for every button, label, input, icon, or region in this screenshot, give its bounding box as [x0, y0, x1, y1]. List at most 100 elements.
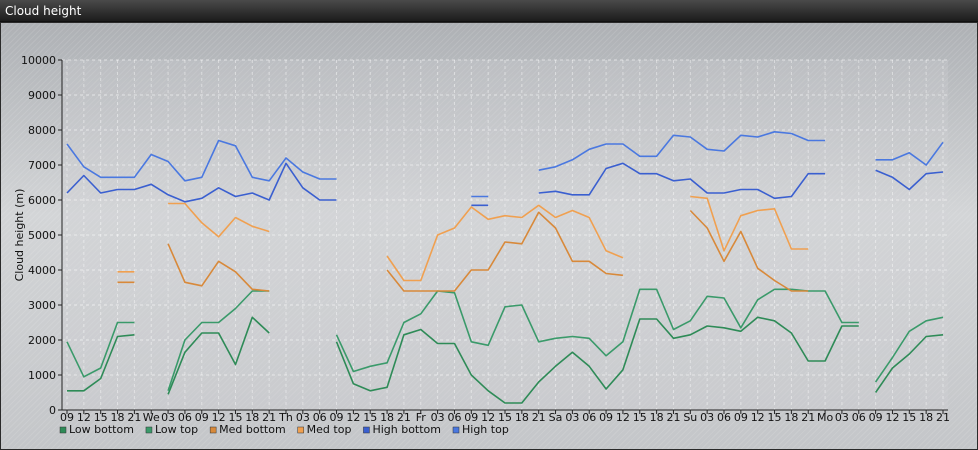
window-title: Cloud height — [0, 0, 978, 22]
x-tick-label: Fr — [416, 411, 427, 424]
x-tick-label: 03 — [431, 411, 445, 424]
legend-label-med-bottom: Med bottom — [219, 423, 286, 436]
x-tick-label: 12 — [212, 411, 226, 424]
y-tick-label: 7000 — [28, 159, 56, 172]
legend-swatch-med-bottom — [209, 426, 217, 434]
series-line-low-top — [335, 288, 859, 373]
y-tick-label: 3000 — [28, 299, 56, 312]
series-line-low-top — [167, 290, 270, 392]
x-tick-label: 09 — [869, 411, 883, 424]
x-tick-label: 18 — [650, 411, 664, 424]
legend-label-high-top: High top — [462, 423, 509, 436]
x-tick-label: 18 — [111, 411, 125, 424]
x-tick-label: 09 — [195, 411, 209, 424]
x-tick-label: 09 — [464, 411, 478, 424]
series-line-high-top — [875, 141, 944, 166]
series-line-low-top — [66, 321, 135, 378]
x-tick-label: 09 — [60, 411, 74, 424]
y-tick-label: 5000 — [28, 229, 56, 242]
y-tick-label: 10000 — [21, 54, 56, 67]
x-tick-label: 03 — [700, 411, 714, 424]
chart-panel — [1, 23, 977, 449]
x-tick-label: 21 — [801, 411, 815, 424]
y-tick-label: 2000 — [28, 334, 56, 347]
x-tick-label: 12 — [481, 411, 495, 424]
x-tick-label: 15 — [633, 411, 647, 424]
x-tick-label: 15 — [498, 411, 512, 424]
series-line-low-top — [874, 316, 944, 383]
x-tick-label: 18 — [515, 411, 529, 424]
x-tick-label: 21 — [532, 411, 546, 424]
legend-swatch-med-top — [297, 426, 304, 434]
x-tick-label: 21 — [397, 411, 411, 424]
legend-swatch-high-bottom — [363, 426, 370, 434]
legend-swatch-low-bottom — [59, 426, 67, 434]
x-tick-label: 15 — [94, 411, 108, 424]
x-tick-label: 03 — [835, 411, 849, 424]
x-tick-label: 21 — [127, 411, 141, 424]
y-tick-label: 9000 — [28, 89, 56, 102]
x-tick-label: 12 — [346, 411, 360, 424]
y-tick-label: 6000 — [28, 194, 56, 207]
series-line-high-bottom — [875, 169, 944, 191]
x-tick-label: Su — [683, 411, 697, 424]
x-tick-label: 18 — [380, 411, 394, 424]
legend-label-low-bottom: Low bottom — [69, 423, 134, 436]
legend-label-low-top: Low top — [155, 423, 198, 436]
y-axis-label: Cloud height (m) — [13, 189, 26, 282]
x-tick-label: 06 — [313, 411, 327, 424]
x-tick-label: 12 — [77, 411, 91, 424]
x-tick-label: 03 — [161, 411, 175, 424]
x-tick-label: 03 — [565, 411, 579, 424]
x-tick-label: 06 — [717, 411, 731, 424]
x-tick-label: 09 — [734, 411, 748, 424]
x-tick-label: 21 — [262, 411, 276, 424]
x-tick-label: 06 — [582, 411, 596, 424]
x-tick-label: 15 — [902, 411, 916, 424]
x-tick-label: 18 — [784, 411, 798, 424]
series-line-med-bottom — [167, 243, 270, 292]
series-line-low-bottom — [167, 316, 270, 395]
x-tick-label: 18 — [919, 411, 933, 424]
x-tick-label: Th — [278, 411, 293, 424]
x-tick-label: 09 — [330, 411, 344, 424]
legend-swatch-low-top — [145, 426, 153, 434]
series-line-low-bottom — [874, 334, 944, 393]
series-line-med-top — [168, 202, 270, 238]
y-tick-label: 1000 — [28, 369, 56, 382]
x-tick-label: 21 — [666, 411, 680, 424]
x-tick-label: 21 — [936, 411, 950, 424]
legend-label-high-bottom: High bottom — [372, 423, 441, 436]
x-tick-label: We — [143, 411, 160, 424]
x-tick-label: Sa — [549, 411, 563, 424]
x-tick-label: 06 — [447, 411, 461, 424]
x-tick-label: 18 — [245, 411, 259, 424]
series-line-high-bottom — [66, 162, 337, 203]
series-line-high-bottom — [538, 162, 826, 200]
legend-swatch-high-top — [452, 426, 460, 434]
series-line-low-bottom — [67, 334, 135, 392]
x-tick-label: 12 — [616, 411, 630, 424]
series-line-med-top — [690, 195, 809, 252]
x-tick-label: Mo — [817, 411, 833, 424]
series-line-med-top — [386, 204, 624, 282]
x-tick-label: 12 — [885, 411, 899, 424]
x-tick-label: 03 — [296, 411, 310, 424]
x-tick-label: 09 — [599, 411, 613, 424]
x-tick-label: 06 — [178, 411, 192, 424]
legend-label-med-top: Med top — [307, 423, 352, 436]
x-tick-label: 15 — [363, 411, 377, 424]
x-tick-label: 12 — [751, 411, 765, 424]
y-tick-label: 8000 — [28, 124, 56, 137]
y-tick-label: 0 — [49, 404, 56, 417]
y-tick-label: 4000 — [28, 264, 56, 277]
x-tick-label: 15 — [228, 411, 242, 424]
series-line-low-bottom — [335, 316, 859, 404]
x-tick-label: 15 — [768, 411, 782, 424]
series-line-high-top — [66, 139, 337, 182]
series-line-med-bottom — [386, 211, 623, 292]
series-line-high-top — [538, 131, 826, 171]
x-tick-label: 06 — [852, 411, 866, 424]
